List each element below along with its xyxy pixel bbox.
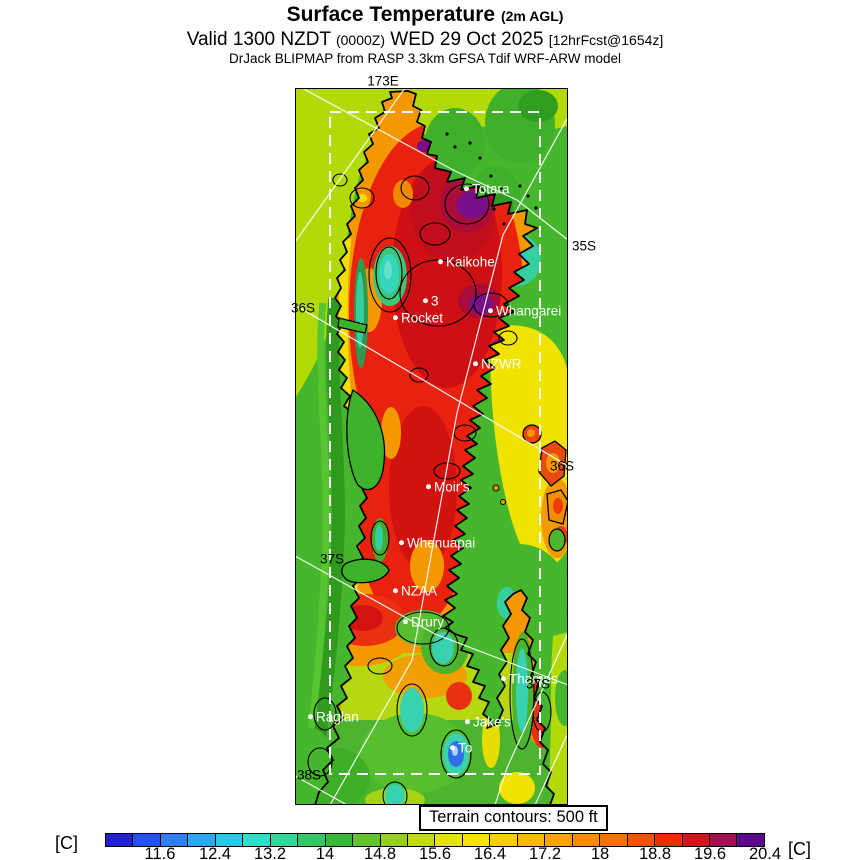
temperature-map	[295, 88, 568, 805]
colorbar-tick-label: 11.6	[144, 845, 176, 860]
colorbar-segment	[242, 834, 270, 846]
colorbar-segment	[406, 834, 435, 846]
colorbar-segment	[324, 834, 353, 846]
colorbar-tick-label: 16.4	[473, 845, 507, 860]
colorbar-segment	[681, 834, 709, 846]
colorbar-tick-label: 19.6	[693, 845, 727, 860]
colorbar-segments	[105, 833, 765, 847]
colorbar-tick-label: 17.2	[528, 845, 562, 860]
valid-fcst: [12hrFcst@1654z]	[548, 32, 664, 48]
page-title: Surface Temperature (2m AGL)	[0, 3, 850, 27]
graticule-label: 173E	[367, 73, 399, 89]
valid-date: WED 29 Oct 2025	[390, 29, 544, 50]
title-suffix: (2m AGL)	[500, 8, 564, 24]
colorbar-segment	[544, 834, 572, 846]
colorbar-tick-label: 12.4	[198, 845, 232, 860]
colorbar-segment	[461, 834, 490, 846]
colorbar-tick-label: 20.4	[748, 845, 782, 860]
colorbar-unit-right: [C]	[788, 839, 812, 859]
colorbar-segment	[297, 834, 325, 846]
colorbar-segment	[571, 834, 600, 846]
colorbar-segment	[434, 834, 462, 846]
colorbar-segment	[269, 834, 298, 846]
graticule-lines	[295, 88, 568, 805]
colorbar-segment	[736, 834, 764, 846]
colorbar-segment	[159, 834, 188, 846]
colorbar-segment	[187, 834, 215, 846]
coastline	[314, 90, 555, 805]
colorbar-segment	[352, 834, 380, 846]
map-frame	[295, 88, 568, 805]
colorbar-tick-label: 14.8	[363, 845, 397, 860]
colorbar-segment	[214, 834, 243, 846]
colorbar-tick-label: 14	[315, 845, 335, 860]
colorbar-segment	[379, 834, 407, 846]
graticule-label: 35S	[571, 238, 597, 254]
model-line: DrJack BLIPMAP from RASP 3.3km GFSA Tdif…	[228, 51, 622, 66]
colorbar-segment	[516, 834, 545, 846]
valid-time-line: Valid 1300 NZDT (0000Z) WED 29 Oct 2025 …	[0, 29, 850, 51]
map-inner-dashed-frame	[329, 111, 541, 775]
colorbar-tick-label: 15.6	[418, 845, 452, 860]
colorbar-segment	[106, 834, 133, 846]
colorbar-tick-label: 13.2	[253, 845, 287, 860]
colorbar-tick-label: 18	[590, 845, 610, 860]
colorbar-ticks: 11.6 12.4 13.2 14 14.8 15.6 16.4 17.2 18 18.8 19.6…	[105, 845, 782, 860]
colorbar-unit-left: [C]	[55, 833, 79, 853]
terrain-contours	[307, 173, 552, 805]
colorbar-segment	[132, 834, 160, 846]
colorbar-segment	[708, 834, 737, 846]
terrain-note: Terrain contours: 500 ft	[419, 805, 608, 831]
valid-zulu: (0000Z)	[335, 32, 385, 48]
valid-prefix: Valid 1300 NZDT	[186, 29, 331, 50]
title-main: Surface Temperature	[286, 3, 496, 26]
colorbar-segment	[626, 834, 655, 846]
colorbar-segment	[654, 834, 682, 846]
inlets-islands	[337, 132, 568, 584]
colorbar-segment	[489, 834, 517, 846]
colorbar-tick-label: 18.8	[638, 845, 672, 860]
map-area	[295, 88, 568, 805]
colorbar-segment	[599, 834, 627, 846]
